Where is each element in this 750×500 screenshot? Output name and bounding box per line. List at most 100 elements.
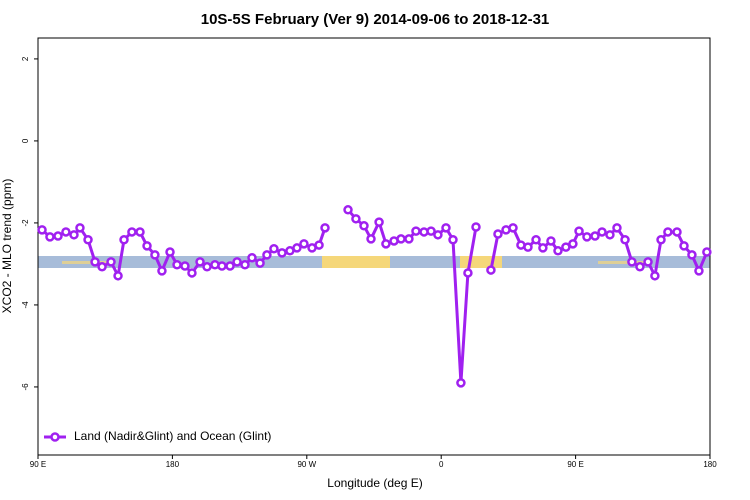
data-point bbox=[508, 223, 518, 233]
data-point bbox=[687, 250, 697, 260]
data-point bbox=[69, 230, 79, 240]
y-tick-label: 0 bbox=[21, 138, 30, 143]
data-point bbox=[314, 240, 324, 250]
land-strip bbox=[322, 256, 390, 268]
data-point bbox=[320, 223, 330, 233]
data-point bbox=[366, 234, 376, 244]
data-point bbox=[351, 214, 361, 224]
data-point bbox=[531, 234, 541, 245]
data-point bbox=[463, 268, 473, 278]
data-point bbox=[165, 247, 175, 257]
data-point bbox=[106, 257, 116, 267]
data-point bbox=[702, 247, 712, 257]
data-point bbox=[433, 230, 443, 240]
data-point bbox=[292, 243, 302, 253]
data-point bbox=[359, 221, 369, 231]
data-point bbox=[486, 265, 496, 275]
y-tick-label: -2 bbox=[21, 219, 30, 227]
y-tick-label: 2 bbox=[21, 56, 30, 61]
y-tick-label: -4 bbox=[21, 301, 30, 309]
x-tick-label: 90 E bbox=[567, 460, 583, 469]
data-point bbox=[574, 226, 584, 236]
data-point bbox=[597, 227, 607, 237]
data-point bbox=[374, 217, 384, 227]
x-tick-label: 180 bbox=[703, 460, 717, 469]
data-point bbox=[582, 232, 592, 242]
legend-label: Land (Nadir&Glint) and Ocean (Glint) bbox=[74, 429, 271, 443]
data-point bbox=[37, 225, 47, 235]
data-point bbox=[157, 266, 167, 276]
data-point bbox=[568, 239, 578, 249]
data-point bbox=[299, 239, 309, 249]
data-point bbox=[620, 234, 630, 245]
data-point bbox=[247, 253, 257, 263]
data-point bbox=[180, 261, 190, 271]
data-point bbox=[672, 227, 682, 237]
data-point bbox=[90, 257, 100, 267]
data-point bbox=[61, 227, 71, 237]
data-point bbox=[404, 234, 414, 244]
data-point bbox=[225, 261, 235, 271]
data-point bbox=[217, 261, 227, 271]
x-tick-label: 90 W bbox=[297, 460, 316, 469]
x-tick-label: 0 bbox=[439, 460, 444, 469]
data-point bbox=[643, 257, 653, 267]
data-point bbox=[456, 378, 466, 388]
data-point bbox=[45, 232, 55, 242]
data-point bbox=[113, 271, 123, 281]
data-point bbox=[493, 229, 503, 239]
data-point bbox=[343, 205, 353, 215]
data-point bbox=[605, 230, 615, 240]
plot-frame bbox=[37, 37, 711, 456]
data-point bbox=[97, 262, 107, 272]
data-point bbox=[679, 241, 689, 251]
data-point bbox=[538, 243, 548, 253]
y-axis-label: XCO2 - MLO trend (ppm) bbox=[0, 179, 14, 314]
data-point bbox=[269, 244, 279, 254]
x-tick-label: 180 bbox=[166, 460, 180, 469]
chart-title: 10S-5S February (Ver 9) 2014-09-06 to 20… bbox=[201, 11, 550, 28]
data-point bbox=[142, 241, 152, 251]
land-strip bbox=[598, 261, 648, 264]
data-point bbox=[553, 246, 563, 256]
data-point bbox=[663, 227, 673, 237]
data-point bbox=[411, 226, 421, 236]
legend-marker bbox=[50, 432, 60, 442]
data-point bbox=[635, 262, 645, 272]
data-point bbox=[75, 223, 85, 233]
data-point bbox=[561, 242, 571, 252]
data-point bbox=[255, 258, 265, 268]
data-point bbox=[471, 222, 481, 232]
data-point bbox=[187, 268, 197, 278]
data-point bbox=[694, 266, 704, 276]
data-point bbox=[381, 239, 391, 249]
data-point bbox=[127, 227, 137, 237]
data-point bbox=[546, 236, 556, 246]
data-point bbox=[150, 250, 160, 260]
data-point bbox=[448, 234, 458, 245]
data-point bbox=[627, 257, 637, 267]
land-ocean-strip bbox=[38, 256, 710, 268]
land-strip bbox=[460, 256, 502, 268]
x-axis-label: Longitude (deg E) bbox=[327, 476, 422, 490]
data-point bbox=[523, 242, 533, 252]
data-point bbox=[277, 248, 287, 258]
data-point bbox=[195, 257, 205, 267]
data-point bbox=[135, 227, 145, 237]
data-point bbox=[83, 234, 93, 245]
data-point bbox=[612, 223, 622, 233]
data-point bbox=[396, 234, 406, 244]
data-point bbox=[172, 259, 182, 270]
x-tick-label: 90 E bbox=[30, 460, 46, 469]
data-point bbox=[232, 257, 242, 267]
data-point bbox=[441, 223, 451, 233]
data-point bbox=[240, 259, 250, 270]
data-point bbox=[650, 271, 660, 281]
land-strip bbox=[62, 261, 112, 264]
data-point bbox=[656, 234, 666, 245]
data-point bbox=[119, 234, 129, 245]
data-point bbox=[262, 250, 272, 260]
y-tick-label: -6 bbox=[21, 383, 30, 391]
data-point bbox=[590, 231, 600, 241]
